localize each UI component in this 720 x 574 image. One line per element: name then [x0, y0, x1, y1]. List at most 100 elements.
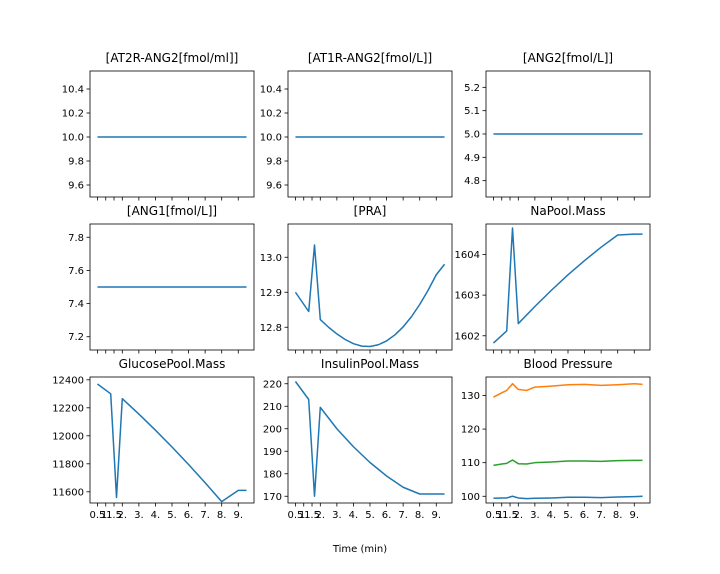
- subplot-2: [AT1R-ANG2[fmol/L]] 9.6 9.8 10.0 10.2 10.4: [260, 51, 453, 201]
- x-tick-label: 4.: [151, 510, 161, 521]
- y-tick-label: 4.9: [464, 153, 480, 164]
- x-tick-label: 7.: [596, 510, 606, 521]
- subplot-title: [AT2R-ANG2[fmol/ml]]: [106, 51, 239, 65]
- y-tick-label: 7.8: [68, 233, 84, 244]
- series-line-1: [493, 382, 643, 398]
- x-tick-label: 6.: [580, 510, 590, 521]
- x-tick-label: 3.: [332, 510, 342, 521]
- x-tick-label: 2.: [514, 510, 524, 521]
- y-tick-label: 12400: [52, 375, 84, 386]
- x-axis-label: Time (min): [332, 544, 387, 555]
- x-tick-label: 6.: [382, 510, 392, 521]
- y-tick-label: 9.8: [266, 157, 282, 168]
- x-tick-label: 9.: [233, 510, 243, 521]
- x-tick-label: 4.: [349, 510, 359, 521]
- x-tick-label: 8.: [613, 510, 623, 521]
- x-tick-label: 9.: [431, 510, 441, 521]
- y-tick-label: 7.6: [68, 266, 84, 277]
- y-tick-label: 11600: [52, 487, 84, 498]
- y-tick-label: 10.4: [62, 85, 84, 96]
- x-tick-label: 1.: [299, 510, 309, 521]
- subplot-title: [ANG2[fmol/L]]: [523, 51, 613, 65]
- y-tick-label: 130: [461, 391, 480, 402]
- x-tick-label: 1.: [497, 510, 507, 521]
- x-tick-label: 2.: [316, 510, 326, 521]
- y-tick-label: 170: [263, 492, 282, 503]
- series-line-1: [294, 244, 446, 348]
- series-line-3: [493, 495, 643, 500]
- y-tick-label: 200: [263, 424, 282, 435]
- y-tick-label: 180: [263, 469, 282, 480]
- y-tick-label: 7.4: [68, 299, 84, 310]
- subplot-title: [AT1R-ANG2[fmol/L]]: [308, 51, 432, 65]
- y-tick-label: 9.6: [68, 181, 84, 192]
- series-line-1: [294, 381, 445, 497]
- x-tick-label: 0.5: [90, 510, 106, 521]
- y-tick-label: 210: [263, 402, 282, 413]
- subplot-title: Blood Pressure: [524, 357, 613, 371]
- y-tick-label: 5.1: [464, 106, 480, 117]
- axes-frame: [287, 376, 453, 504]
- x-tick-label: 2.: [118, 510, 128, 521]
- subplot-title: GlucosePool.Mass: [119, 357, 226, 371]
- y-tick-label: 9.8: [68, 157, 84, 168]
- y-tick-label: 1604: [455, 250, 480, 261]
- y-tick-label: 9.6: [266, 181, 282, 192]
- y-tick-label: 10.4: [260, 85, 282, 96]
- axes-frame: [287, 70, 453, 198]
- x-tick-label: 8.: [415, 510, 425, 521]
- y-tick-label: 220: [263, 379, 282, 390]
- subplot-title: NaPool.Mass: [530, 204, 605, 218]
- series-line-2: [493, 459, 643, 467]
- subplot-title: [ANG1[fmol/L]]: [127, 204, 217, 218]
- x-tick-label: 1.5: [106, 510, 122, 521]
- y-tick-label: 10.2: [62, 109, 84, 120]
- y-tick-label: 5.2: [464, 83, 480, 94]
- x-tick-label: 3.: [530, 510, 540, 521]
- y-tick-label: 120: [461, 425, 480, 436]
- y-tick-label: 12.8: [260, 323, 282, 334]
- y-tick-label: 12200: [52, 403, 84, 414]
- axes-frame: [485, 376, 651, 504]
- y-tick-label: 4.8: [464, 176, 480, 187]
- x-tick-label: 4.: [547, 510, 557, 521]
- series-line-1: [492, 227, 643, 344]
- y-tick-label: 10.0: [62, 133, 84, 144]
- x-tick-label: 1.: [101, 510, 111, 521]
- subplot-4: [ANG1[fmol/L]] 7.2 7.4 7.6 7.8: [68, 204, 255, 354]
- y-tick-label: 5.0: [464, 130, 480, 141]
- series-line-1: [97, 383, 247, 503]
- x-tick-label: 9.: [629, 510, 639, 521]
- y-tick-label: 12000: [52, 431, 84, 442]
- x-tick-label: 3.: [134, 510, 144, 521]
- x-tick-label: 7.: [398, 510, 408, 521]
- x-tick-label: 5.: [365, 510, 375, 521]
- x-tick-label: 0.5: [486, 510, 502, 521]
- y-tick-label: 12.9: [260, 288, 282, 299]
- y-tick-label: 11800: [52, 459, 84, 470]
- subplot-title: [PRA]: [354, 204, 387, 218]
- y-tick-label: 1602: [455, 331, 480, 342]
- x-tick-label: 1.5: [304, 510, 320, 521]
- x-tick-label: 8.: [217, 510, 227, 521]
- x-tick-label: 0.5: [288, 510, 304, 521]
- y-tick-label: 100: [461, 492, 480, 503]
- x-tick-label: 6.: [184, 510, 194, 521]
- subplot-3: [ANG2[fmol/L]] 4.8 4.9 5.0 5.1 5.2: [464, 51, 651, 201]
- axes-frame: [89, 70, 255, 198]
- subplot-8: InsulinPool.Mass 170 180 190 200 210 220 0.51.1…: [263, 357, 453, 521]
- subplot-9: Blood Pressure 100 110 120 130 0.51.1.52. 3. 4.…: [461, 357, 651, 521]
- y-tick-label: 13.0: [260, 253, 282, 264]
- axes-frame: [287, 223, 453, 351]
- y-tick-label: 10.0: [260, 133, 282, 144]
- x-tick-label: 1.5: [502, 510, 518, 521]
- y-tick-label: 190: [263, 447, 282, 458]
- y-tick-label: 7.2: [68, 332, 84, 343]
- y-tick-label: 110: [461, 458, 480, 469]
- subplot-6: NaPool.Mass 1602 1603 1604: [455, 204, 651, 354]
- subplot-1: [AT2R-ANG2[fmol/ml]] 9.6 9.8 10.0 10.2 10.4: [62, 51, 255, 201]
- subplot-7: GlucosePool.Mass 11600 11800 12000 12200 1240…: [52, 357, 255, 521]
- subplot-title: InsulinPool.Mass: [321, 357, 419, 371]
- y-tick-label: 1603: [455, 291, 480, 302]
- axes-frame: [485, 223, 651, 351]
